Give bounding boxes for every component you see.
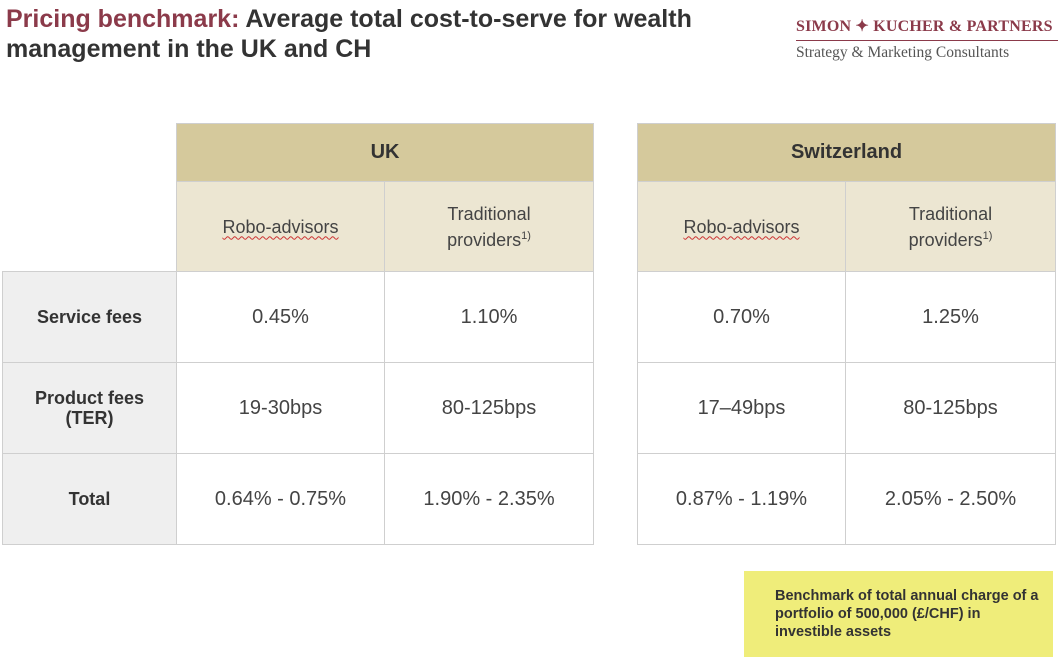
uk-table: UK Robo-advisors Traditional providers1) … (2, 123, 595, 545)
empty-corner (3, 182, 177, 272)
benchmark-note: Benchmark of total annual charge of a po… (744, 571, 1053, 657)
uk-col-robo: Robo-advisors (176, 181, 385, 272)
title-rest: Average total cost-to-serve for wealth m… (6, 5, 692, 63)
uk-trad-total: 1.90% - 2.35% (383, 453, 595, 545)
page-title: Pricing benchmark: Average total cost-to… (6, 4, 706, 64)
uk-trad-product-fees: 80-125bps (383, 362, 595, 454)
empty-corner (3, 124, 177, 182)
uk-col-trad: Traditional providers1) (383, 181, 595, 272)
ch-col-robo-label: Robo-advisors (683, 216, 800, 237)
ch-col-trad-line2: providers (908, 229, 983, 250)
uk-col-trad-line1: Traditional (447, 203, 531, 224)
row-label-service-fees: Service fees (2, 271, 177, 363)
ch-col-robo: Robo-advisors (637, 181, 846, 272)
uk-robo-product-fees: 19-30bps (176, 362, 385, 454)
ch-col-trad-line1: Traditional (908, 203, 993, 224)
ch-robo-service-fees: 0.70% (637, 271, 846, 363)
uk-col-trad-line2: providers (447, 229, 522, 250)
logo-divider (796, 40, 1058, 41)
ch-trad-service-fees: 1.25% (844, 271, 1057, 363)
ch-trad-total: 2.05% - 2.50% (844, 453, 1057, 545)
ch-robo-product-fees: 17–49bps (637, 362, 846, 454)
row-label-product-fees-line1: Product fees (34, 388, 145, 408)
ch-trad-product-fees: 80-125bps (844, 362, 1057, 454)
switzerland-header: Switzerland (636, 123, 1057, 182)
ch-col-trad: Traditional providers1) (844, 181, 1057, 272)
title-accent: Pricing benchmark: (6, 5, 240, 33)
uk-robo-service-fees: 0.45% (176, 271, 385, 363)
ch-robo-total: 0.87% - 1.19% (637, 453, 846, 545)
logo-tagline: Strategy & Marketing Consultants (796, 44, 1010, 61)
footnote-marker: 1) (982, 229, 993, 242)
row-label-product-fees-line2: (TER) (65, 408, 114, 428)
company-logo: SIMON ✦ KUCHER & PARTNERS Strategy & Mar… (796, 16, 1058, 62)
uk-header: UK (175, 123, 595, 182)
uk-robo-total: 0.64% - 0.75% (176, 453, 385, 545)
uk-trad-service-fees: 1.10% (383, 271, 595, 363)
uk-col-robo-label: Robo-advisors (222, 216, 339, 237)
footnote-marker: 1) (521, 229, 531, 242)
row-label-total: Total (2, 453, 177, 545)
logo-name: SIMON ✦ KUCHER & PARTNERS (796, 18, 1053, 35)
switzerland-table: Switzerland Robo-advisors Traditional pro… (636, 123, 1057, 545)
row-label-product-fees: Product fees (TER) (2, 362, 177, 454)
